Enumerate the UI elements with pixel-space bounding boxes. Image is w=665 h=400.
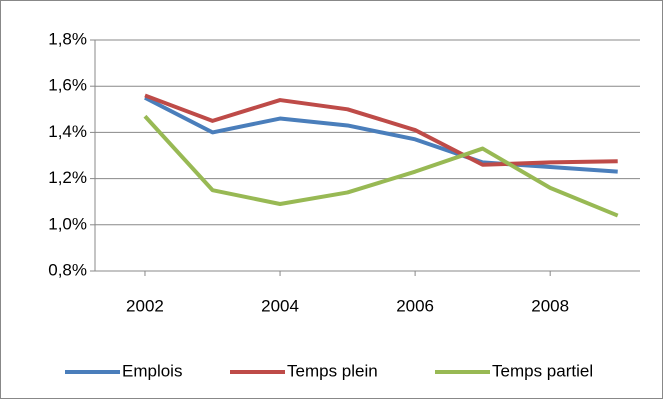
series-line: [144, 95, 618, 174]
x-tick-label: 2004: [261, 296, 299, 315]
y-tick-label: 1,8%: [48, 29, 87, 48]
x-tick-label: 2008: [531, 296, 569, 315]
y-tick-label: 1,2%: [48, 168, 87, 187]
legend-label: Temps partiel: [492, 361, 593, 380]
y-tick-label: 1,6%: [48, 76, 87, 95]
x-tick-label: 2002: [126, 296, 164, 315]
legend-label: Emplois: [122, 361, 182, 380]
series-line: [143, 114, 619, 218]
x-tick-label: 2006: [396, 296, 434, 315]
y-tick-label: 1,4%: [48, 122, 87, 141]
y-tick-label: 0,8%: [48, 260, 87, 279]
series-line: [144, 93, 618, 167]
y-tick-label: 1,0%: [48, 214, 87, 233]
legend-label: Temps plein: [287, 361, 378, 380]
